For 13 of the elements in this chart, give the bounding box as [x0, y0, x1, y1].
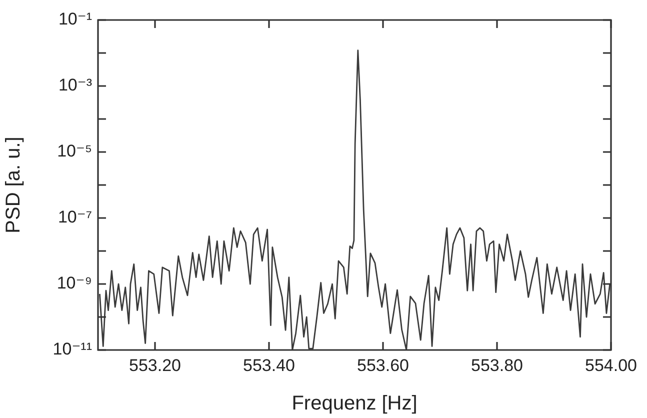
- y-tick-label: 10⁻³: [58, 76, 92, 95]
- x-tick-label: 553.20: [129, 356, 181, 375]
- y-tick-label: 10⁻⁹: [56, 274, 92, 293]
- x-axis-title: Frequenz [Hz]: [292, 392, 418, 415]
- y-tick-label: 10⁻¹: [58, 10, 92, 29]
- x-tick-label: 553.40: [243, 356, 295, 375]
- y-tick-label: 10⁻⁷: [58, 208, 92, 227]
- x-tick-label: 554.00: [585, 356, 637, 375]
- y-tick-label: 10⁻¹¹: [52, 340, 92, 359]
- x-tick-label: 553.60: [357, 356, 409, 375]
- x-tick-label: 553.80: [471, 356, 523, 375]
- y-axis-title: PSD [a. u.]: [2, 136, 25, 234]
- y-tick-label: 10⁻⁵: [57, 142, 92, 161]
